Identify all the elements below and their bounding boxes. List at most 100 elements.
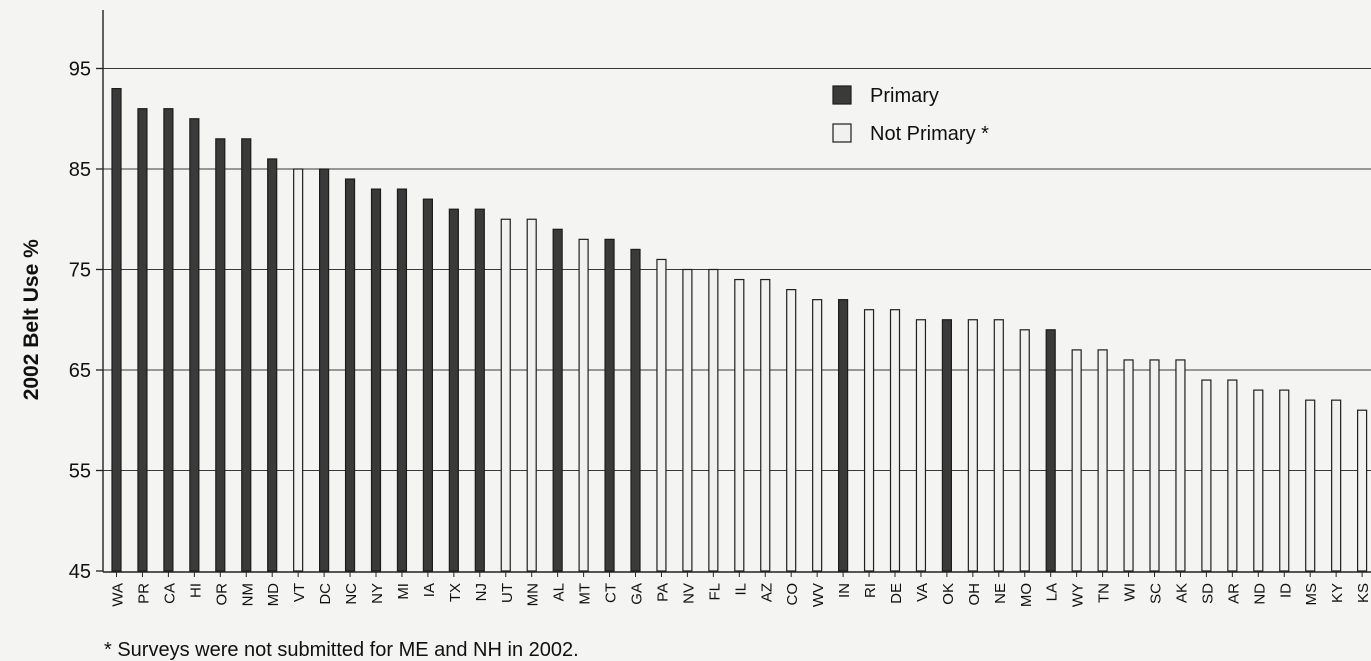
x-tick-label-mt: MT: [577, 583, 594, 605]
x-tick-label-nm: NM: [239, 583, 256, 606]
bar-nd: [1253, 389, 1264, 572]
bar-pa: [656, 258, 667, 572]
gridlines: [103, 67, 1371, 472]
x-tick-label-pr: PR: [135, 583, 152, 604]
bar-ga: [630, 248, 641, 572]
bar-wa: [111, 87, 122, 572]
bar-ne: [993, 319, 1004, 572]
bar-nj: [474, 208, 485, 572]
x-tick-label-sc: SC: [1148, 583, 1165, 604]
x-tick-label-ne: NE: [992, 583, 1009, 604]
bar-mt: [578, 238, 589, 572]
bar-ca: [163, 108, 174, 572]
axes: 45 55 65 75 85 95 2002 Belt Use % WA PR CA HI OR NM M…: [20, 10, 1371, 607]
bar-md: [267, 158, 278, 572]
bar-dc: [319, 168, 330, 572]
bar-al: [552, 228, 563, 572]
bar-mi: [396, 188, 408, 572]
x-tick-label-mi: MI: [395, 583, 412, 600]
x-tick-label-la: LA: [1044, 583, 1061, 601]
legend-label-not-primary: Not Primary *: [870, 123, 989, 145]
x-tick-label-ny: NY: [369, 583, 386, 604]
x-tick-label-ct: CT: [603, 583, 620, 603]
bar-ri: [863, 309, 875, 572]
x-tick-label-wv: WV: [810, 583, 827, 607]
bar-ak: [1175, 359, 1186, 572]
x-tick-label-tn: TN: [1096, 583, 1113, 603]
x-tick-label-de: DE: [888, 583, 905, 604]
bar-sc: [1149, 359, 1160, 572]
legend: Primary Not Primary *: [832, 85, 989, 145]
x-tick-label-fl: FL: [706, 583, 723, 601]
bar-ms: [1305, 399, 1316, 572]
bar-mo: [1019, 329, 1030, 572]
bar-nv: [682, 268, 693, 572]
bar-mn: [526, 218, 537, 572]
x-tick-label-dc: DC: [317, 583, 334, 605]
x-tick-label-wy: WY: [1070, 583, 1087, 607]
x-tick-label-nc: NC: [343, 583, 360, 605]
x-tick-label-nd: ND: [1251, 583, 1268, 605]
bar-tx: [448, 208, 459, 572]
x-tick-label-tx: TX: [447, 583, 464, 602]
x-tick-label-in: IN: [836, 583, 853, 598]
y-axis-label: 2002 Belt Use %: [20, 239, 43, 400]
bar-ct: [604, 238, 615, 572]
bar-la: [1045, 329, 1056, 572]
bar-co: [786, 289, 797, 572]
y-tick-label-75: 75: [69, 260, 91, 282]
bars: [111, 87, 1368, 572]
bar-va: [915, 319, 927, 572]
x-tick-label-id: ID: [1277, 583, 1294, 598]
bar-ia: [422, 198, 433, 572]
bar-id: [1279, 389, 1290, 572]
x-tick-label-al: AL: [551, 583, 568, 601]
bar-nm: [241, 138, 252, 572]
x-tick-label-mo: MO: [1018, 583, 1035, 607]
y-tick-label-65: 65: [69, 360, 91, 382]
bar-ar: [1227, 379, 1238, 572]
bar-de: [889, 309, 901, 572]
x-tick-label-ri: RI: [862, 583, 879, 598]
x-tick-label-ar: AR: [1225, 583, 1242, 604]
bar-wv: [812, 299, 823, 572]
x-tick-label-nv: NV: [680, 583, 697, 604]
x-tick-label-ok: OK: [940, 583, 957, 605]
x-tick-label-ca: CA: [161, 583, 178, 604]
bar-wy: [1071, 349, 1082, 572]
bar-in: [837, 299, 849, 572]
footnote: * Surveys were not submitted for ME and …: [104, 639, 579, 661]
x-tick-label-pa: PA: [654, 583, 671, 602]
x-tick-label-ia: IA: [421, 583, 438, 597]
x-tick-label-vt: VT: [291, 583, 308, 602]
x-tick-label-or: OR: [213, 583, 230, 606]
bar-sd: [1201, 379, 1212, 572]
bar-or: [215, 138, 226, 572]
x-tick-label-il: IL: [732, 583, 749, 596]
x-tick-label-az: AZ: [758, 583, 775, 602]
bar-hi: [189, 118, 200, 572]
legend-label-primary: Primary: [870, 85, 939, 107]
bar-ny: [370, 188, 382, 572]
bar-pr: [137, 108, 148, 572]
bar-tn: [1097, 349, 1108, 572]
bar-nc: [344, 178, 356, 572]
bar-ut: [500, 218, 511, 572]
x-tick-label-md: MD: [265, 583, 282, 606]
x-tick-label-ak: AK: [1173, 583, 1190, 603]
x-tick-label-wa: WA: [110, 583, 127, 607]
y-tick-label-95: 95: [69, 59, 91, 81]
x-tick-label-mn: MN: [525, 583, 542, 606]
legend-swatch-not-primary: [832, 123, 852, 143]
x-tick-label-va: VA: [914, 583, 931, 602]
bar-il: [734, 278, 745, 572]
x-tick-label-ms: MS: [1303, 583, 1320, 606]
bar-vt: [293, 168, 304, 572]
x-tick-label-sd: SD: [1199, 583, 1216, 604]
bar-ks: [1356, 409, 1368, 572]
x-tick-label-nj: NJ: [473, 583, 490, 601]
x-tick-label-ks: KS: [1355, 583, 1371, 603]
bar-az: [760, 278, 771, 572]
x-tick-label-ut: UT: [499, 583, 516, 603]
x-tick-label-ga: GA: [629, 583, 646, 605]
